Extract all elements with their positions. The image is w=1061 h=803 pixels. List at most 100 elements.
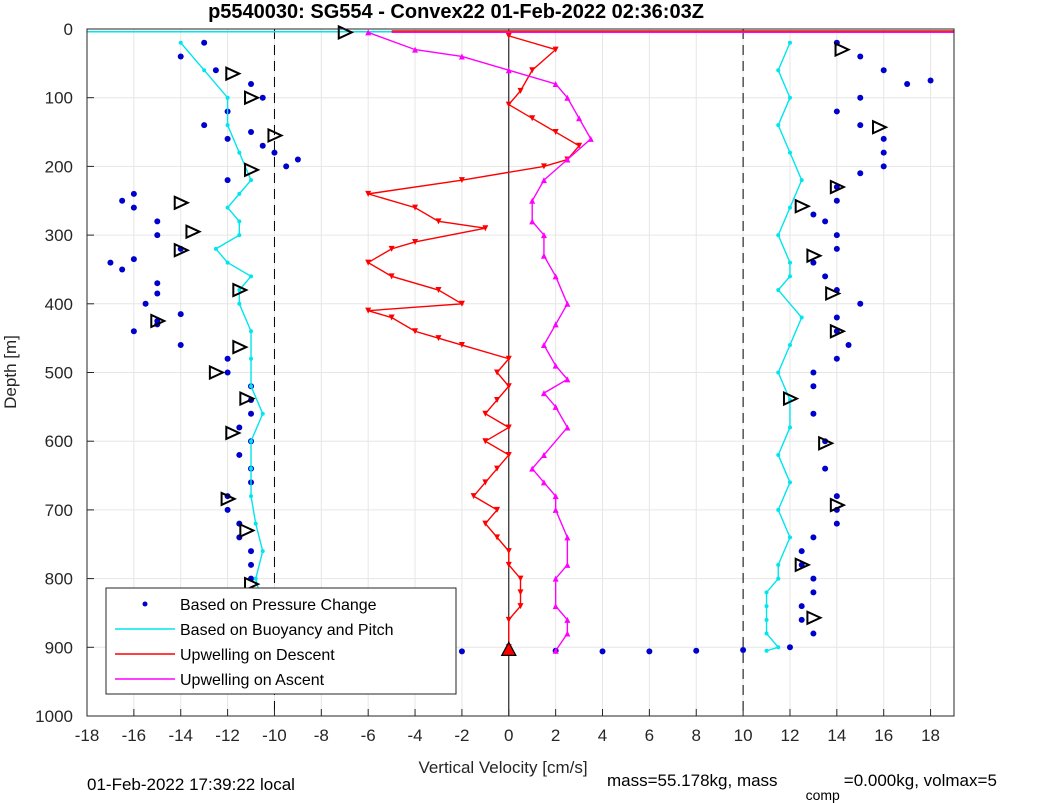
data-point (412, 238, 419, 245)
y-tick-label: 900 (45, 638, 73, 657)
data-point (259, 94, 266, 101)
data-point (810, 369, 817, 376)
heading-marker (806, 610, 823, 626)
y-tick-label: 100 (45, 89, 73, 108)
data-point (833, 245, 840, 252)
data-point (119, 266, 126, 273)
data-point (552, 575, 559, 582)
heading-marker (244, 576, 261, 592)
data-point (529, 218, 536, 225)
heading-marker (825, 285, 842, 302)
legend-label: Upwelling on Ascent (180, 672, 325, 689)
mass-info-label: mass=55.178kg, mass comp=0.000kg, volmax=… (607, 771, 997, 803)
heading-marker (806, 248, 823, 264)
heading-marker (794, 198, 812, 214)
y-tick-label: 300 (45, 226, 73, 245)
chart-title: p5540030: SG554 - Convex22 01-Feb-2022 0… (208, 1, 704, 23)
data-point (552, 506, 559, 513)
data-point (253, 576, 258, 581)
data-point (693, 647, 700, 654)
data-point (494, 465, 501, 472)
data-point (224, 506, 231, 513)
data-point (564, 300, 571, 307)
data-point (248, 548, 255, 555)
data-point (505, 67, 512, 74)
heading-marker (208, 364, 226, 381)
data-point (482, 410, 489, 417)
heading-marker (225, 425, 242, 441)
data-point (177, 53, 184, 60)
data-point (552, 362, 559, 369)
heading-marker (239, 391, 256, 407)
data-point (178, 40, 183, 45)
data-point (822, 465, 829, 472)
heading-marker (232, 282, 249, 298)
legend-swatch (142, 601, 148, 607)
data-point (833, 197, 840, 204)
data-point (787, 343, 792, 348)
data-point (237, 301, 242, 306)
data-point (810, 575, 817, 582)
data-point (564, 156, 571, 163)
data-point (552, 129, 559, 136)
data-point (248, 129, 255, 136)
data-point (764, 604, 769, 609)
heading-marker (829, 179, 847, 195)
y-tick-label: 500 (45, 364, 73, 383)
data-point (833, 314, 840, 321)
data-point (810, 630, 817, 637)
data-point (552, 647, 559, 654)
y-tick-label: 0 (64, 20, 73, 39)
legend-label: Based on Buoyancy and Pitch (180, 622, 393, 639)
data-point (540, 451, 547, 458)
data-point (540, 390, 547, 397)
data-point (833, 493, 840, 500)
data-point (458, 342, 465, 349)
data-point (248, 410, 255, 417)
data-point (505, 383, 512, 390)
heading-marker (220, 491, 237, 507)
data-point (224, 177, 231, 184)
data-point (787, 40, 792, 45)
data-point (435, 287, 442, 294)
data-point (249, 356, 254, 361)
y-tick-label: 700 (45, 501, 73, 520)
heading-marker (267, 127, 284, 144)
data-point (365, 190, 372, 197)
data-point (799, 178, 804, 183)
y-tick-label: 600 (45, 432, 73, 451)
data-point (764, 631, 769, 636)
x-tick-label: -6 (361, 726, 376, 745)
data-point (810, 410, 817, 417)
y-tick-label: 400 (45, 295, 73, 314)
data-point (822, 218, 829, 225)
data-point (564, 630, 571, 637)
heading-marker (239, 522, 256, 539)
data-point (365, 307, 372, 314)
x-tick-label: -18 (75, 726, 100, 745)
data-point (857, 122, 864, 129)
data-point (810, 534, 817, 541)
data-point (564, 561, 571, 568)
data-point (130, 328, 137, 335)
data-point (833, 520, 840, 527)
data-point (776, 507, 781, 512)
data-point (154, 232, 161, 239)
legend-label: Based on Pressure Change (180, 597, 377, 614)
data-point (154, 290, 161, 297)
data-point (130, 190, 137, 197)
data-point (388, 273, 395, 280)
data-point (224, 355, 231, 362)
data-point (576, 142, 583, 149)
data-point (517, 87, 524, 94)
data-point (482, 520, 489, 527)
x-tick-labels: -18 -16 -14 -12 -10 -8 -6 -4 -2 0 2 4 6 8 10 12 14 16 18 (75, 709, 940, 745)
data-point (505, 561, 512, 568)
data-point (880, 67, 887, 74)
data-point (259, 142, 266, 149)
data-point (435, 218, 442, 225)
data-point (540, 232, 547, 239)
data-point (529, 197, 536, 204)
y-tick-labels: 0 100 200 300 400 500 600 700 800 900 1000 (35, 20, 94, 726)
data-point (225, 123, 230, 128)
